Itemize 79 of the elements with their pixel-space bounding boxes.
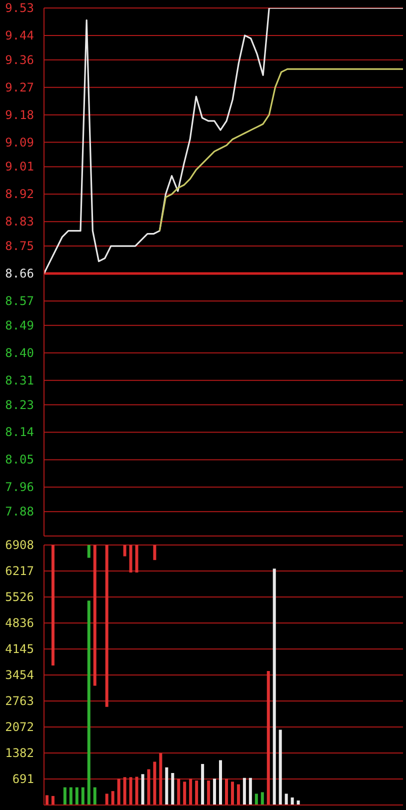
bar — [260, 792, 264, 805]
y-tick-label: 4836 — [5, 616, 34, 630]
bar — [224, 778, 228, 805]
bar — [236, 784, 240, 805]
bar — [189, 778, 192, 805]
bar — [153, 762, 156, 805]
y-tick-label: 8.05 — [5, 452, 34, 467]
y-tick-label: 7.96 — [5, 480, 34, 494]
bar — [165, 767, 168, 805]
bar — [213, 778, 216, 805]
bar — [266, 671, 270, 805]
bar — [183, 782, 186, 805]
bar — [141, 774, 144, 805]
bar — [284, 794, 288, 805]
y-tick-label: 6217 — [5, 564, 34, 578]
bar — [177, 778, 180, 805]
y-tick-label: 8.23 — [5, 398, 34, 412]
bar — [51, 545, 54, 666]
y-tick-label: 9.09 — [5, 135, 34, 150]
bar — [117, 778, 120, 805]
y-tick-label: 7.88 — [5, 504, 34, 519]
y-tick-label: 4145 — [5, 642, 34, 656]
bar — [81, 787, 84, 805]
y-tick-label: 9.27 — [5, 80, 34, 94]
y-tick-label: 9.44 — [5, 28, 34, 42]
bar — [135, 776, 138, 805]
bar — [272, 568, 276, 805]
bar — [69, 787, 72, 805]
bar — [93, 545, 96, 686]
y-tick-label: 8.92 — [5, 187, 34, 202]
bar — [129, 545, 132, 572]
bar — [45, 795, 48, 805]
line-series — [158, 68, 404, 232]
bar — [254, 794, 258, 805]
y-tick-label: 5526 — [5, 590, 34, 604]
y-tick-label: 2763 — [5, 694, 34, 708]
y-tick-label: 9.18 — [5, 108, 34, 122]
bar — [129, 777, 132, 805]
bar — [230, 782, 234, 805]
bar — [87, 600, 90, 805]
y-tick-label: 8.57 — [5, 294, 34, 308]
y-tick-label: 8.31 — [5, 373, 34, 388]
bar — [153, 545, 156, 560]
bar — [248, 778, 252, 805]
bar — [123, 545, 126, 556]
bar — [147, 769, 150, 805]
y-tick-label: 6908 — [5, 538, 34, 552]
y-tick-label: 1382 — [5, 746, 34, 760]
bar — [93, 787, 96, 805]
bar — [63, 787, 66, 805]
y-tick-label: 691 — [12, 772, 34, 786]
bar — [201, 764, 204, 805]
y-tick-label: 9.53 — [5, 1, 34, 15]
bar — [87, 545, 90, 558]
bar — [290, 797, 294, 805]
bar — [75, 787, 78, 805]
bar — [111, 791, 114, 805]
y-tick-label: 9.36 — [5, 52, 34, 67]
y-tick-label: 2072 — [5, 720, 34, 734]
bar — [242, 778, 246, 805]
y-tick-label: 8.66 — [5, 266, 34, 281]
y-tick-label: 8.40 — [5, 346, 34, 360]
bar — [219, 760, 222, 805]
bar — [105, 794, 108, 805]
y-tick-label: 8.49 — [5, 318, 34, 332]
bar — [123, 777, 126, 805]
bar — [207, 780, 210, 805]
y-tick-label: 8.83 — [5, 214, 34, 229]
y-tick-label: 9.01 — [5, 160, 34, 174]
bar — [278, 730, 282, 805]
y-tick-label: 8.14 — [5, 425, 34, 440]
y-tick-label: 8.75 — [5, 239, 34, 254]
bar — [105, 545, 108, 707]
bar — [159, 753, 162, 805]
bar — [51, 796, 54, 805]
bar — [195, 780, 198, 805]
bar — [171, 773, 174, 805]
bar — [135, 545, 138, 572]
y-tick-label: 3454 — [5, 668, 34, 682]
